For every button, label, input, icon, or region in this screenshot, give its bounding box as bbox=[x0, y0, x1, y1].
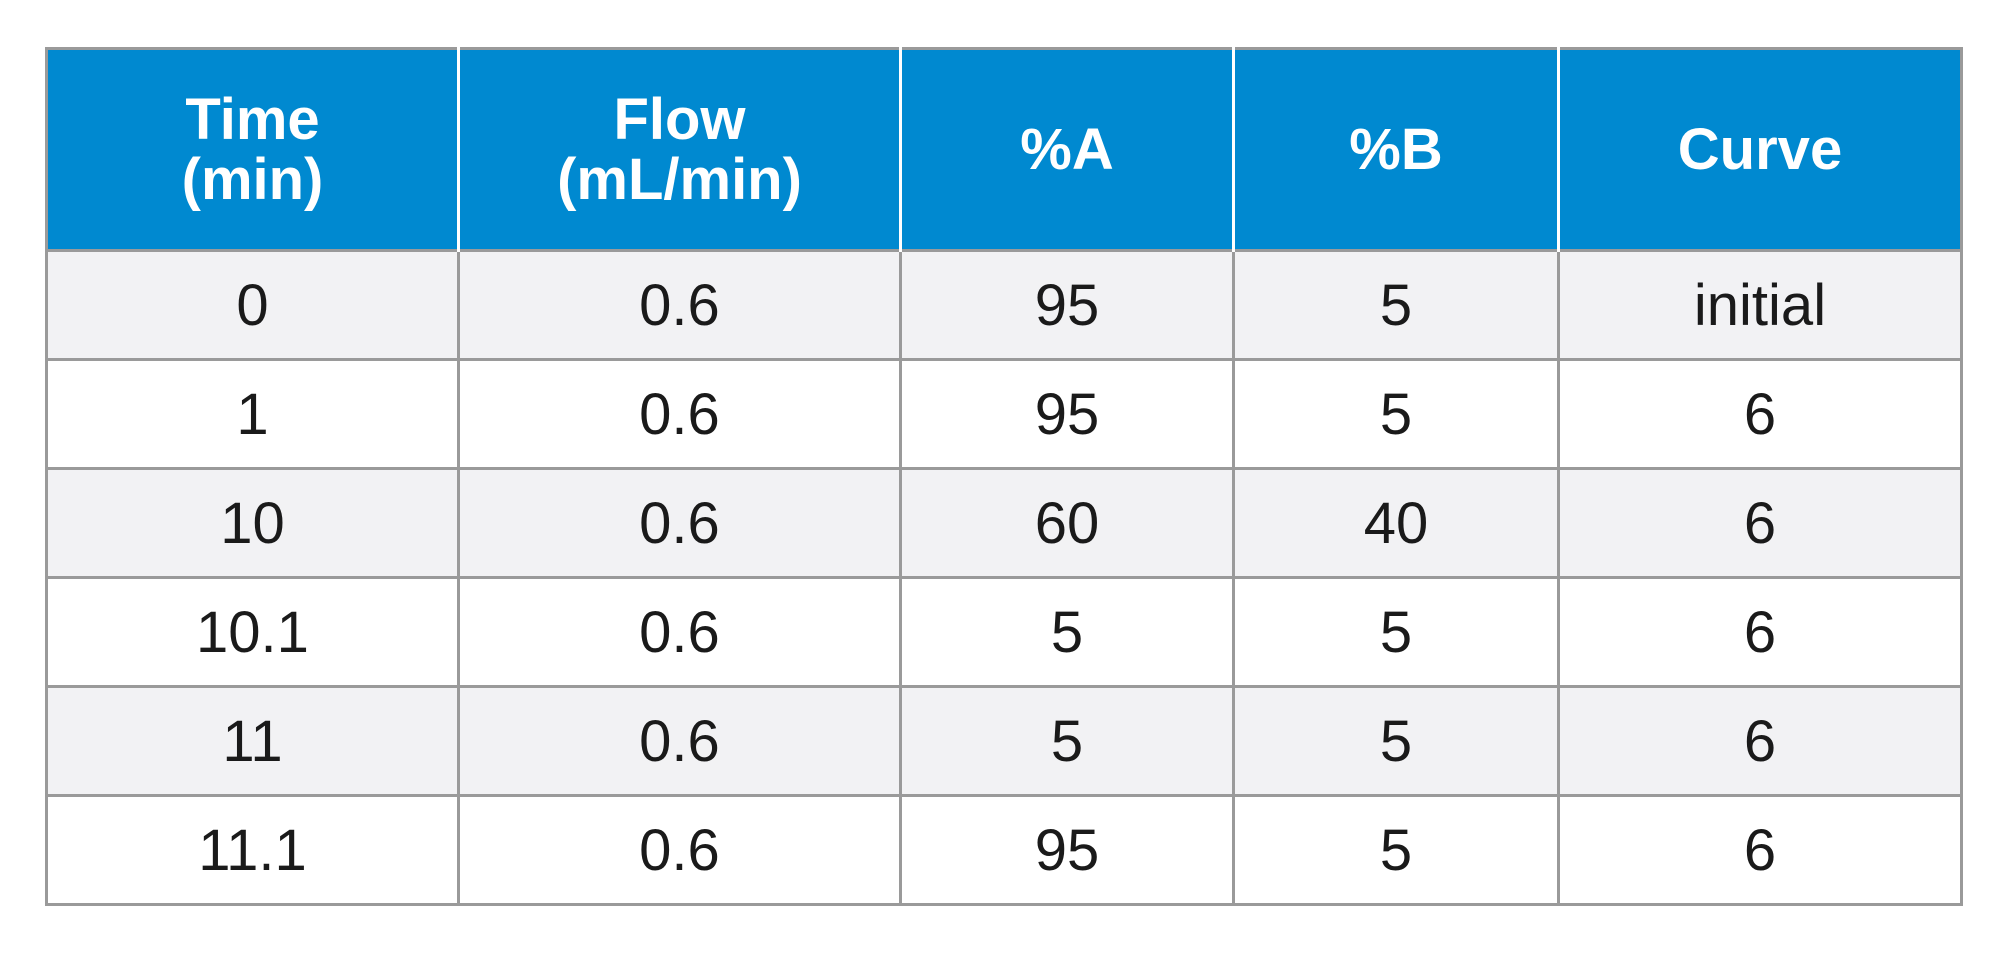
cell-percent-b: 5 bbox=[1232, 358, 1560, 470]
cell-flow: 0.6 bbox=[457, 794, 902, 906]
cell-percent-a: 95 bbox=[899, 794, 1235, 906]
cell-curve: 6 bbox=[1557, 685, 1963, 797]
cell-percent-a: 5 bbox=[899, 576, 1235, 688]
header-time: Time (min) bbox=[45, 47, 460, 251]
table-row: 10.1 0.6 5 5 6 bbox=[45, 576, 1963, 688]
cell-percent-a: 60 bbox=[899, 467, 1235, 579]
table-row: 11 0.6 5 5 6 bbox=[45, 685, 1963, 797]
cell-percent-b: 5 bbox=[1232, 794, 1560, 906]
cell-time: 0 bbox=[45, 249, 460, 361]
cell-flow: 0.6 bbox=[457, 358, 902, 470]
table-body: 0 0.6 95 5 initial 1 0.6 95 5 6 10 0.6 6… bbox=[45, 249, 1963, 906]
header-flow-label: Flow bbox=[613, 86, 746, 152]
table-row: 10 0.6 60 40 6 bbox=[45, 467, 1963, 579]
header-time-label: Time bbox=[185, 86, 320, 152]
cell-time: 11.1 bbox=[45, 794, 460, 906]
cell-flow: 0.6 bbox=[457, 685, 902, 797]
cell-time: 11 bbox=[45, 685, 460, 797]
header-flow-unit: (mL/min) bbox=[557, 146, 802, 212]
cell-curve: 6 bbox=[1557, 467, 1963, 579]
table-header: Time (min) Flow (mL/min) %A %B Curve bbox=[45, 47, 1963, 251]
table-row: 0 0.6 95 5 initial bbox=[45, 249, 1963, 361]
header-percent-b-label: %B bbox=[1349, 116, 1443, 182]
cell-percent-b: 5 bbox=[1232, 685, 1560, 797]
gradient-table: Time (min) Flow (mL/min) %A %B Curve bbox=[45, 47, 1963, 906]
header-percent-a: %A bbox=[899, 47, 1235, 251]
cell-flow: 0.6 bbox=[457, 576, 902, 688]
cell-percent-a: 95 bbox=[899, 358, 1235, 470]
cell-flow: 0.6 bbox=[457, 467, 902, 579]
cell-percent-a: 95 bbox=[899, 249, 1235, 361]
cell-curve: initial bbox=[1557, 249, 1963, 361]
header-curve: Curve bbox=[1557, 47, 1963, 251]
table-row: 11.1 0.6 95 5 6 bbox=[45, 794, 1963, 906]
cell-percent-b: 5 bbox=[1232, 249, 1560, 361]
header-curve-label: Curve bbox=[1677, 116, 1843, 182]
cell-percent-b: 40 bbox=[1232, 467, 1560, 579]
cell-curve: 6 bbox=[1557, 794, 1963, 906]
cell-curve: 6 bbox=[1557, 358, 1963, 470]
cell-time: 10.1 bbox=[45, 576, 460, 688]
table-row: 1 0.6 95 5 6 bbox=[45, 358, 1963, 470]
cell-time: 1 bbox=[45, 358, 460, 470]
header-percent-b: %B bbox=[1232, 47, 1560, 251]
header-percent-a-label: %A bbox=[1020, 116, 1114, 182]
header-flow: Flow (mL/min) bbox=[457, 47, 902, 251]
header-row: Time (min) Flow (mL/min) %A %B Curve bbox=[45, 47, 1963, 251]
cell-curve: 6 bbox=[1557, 576, 1963, 688]
cell-flow: 0.6 bbox=[457, 249, 902, 361]
cell-percent-b: 5 bbox=[1232, 576, 1560, 688]
cell-percent-a: 5 bbox=[899, 685, 1235, 797]
cell-time: 10 bbox=[45, 467, 460, 579]
header-time-unit: (min) bbox=[181, 146, 324, 212]
gradient-table-container: Time (min) Flow (mL/min) %A %B Curve bbox=[45, 47, 1963, 906]
